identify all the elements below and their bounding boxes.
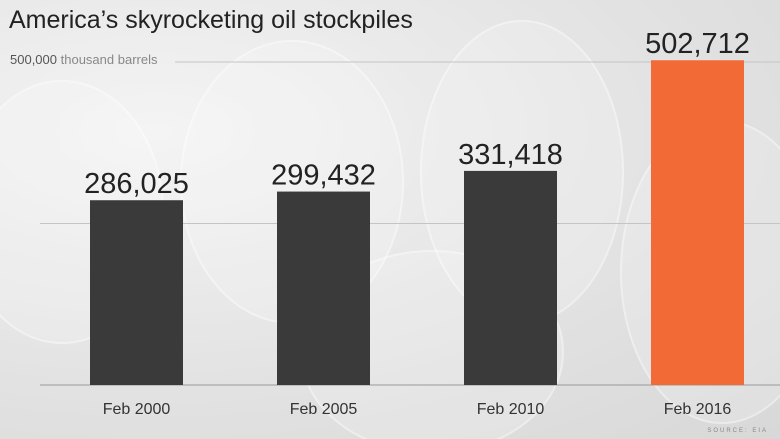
x-tick-label: Feb 2000	[103, 401, 171, 418]
y-axis-unit-label: 500,000 thousand barrels	[10, 52, 157, 67]
bar-value-label: 299,432	[271, 160, 376, 192]
source-note: SOURCE: EIA	[707, 428, 768, 434]
x-tick-label: Feb 2016	[664, 401, 732, 418]
unit-text: thousand barrels	[60, 52, 158, 67]
chart-title: America’s skyrocketing oil stockpiles	[9, 6, 413, 34]
x-tick-label: Feb 2005	[290, 401, 358, 418]
bar-value-label: 286,025	[84, 168, 189, 200]
bar	[651, 60, 744, 385]
bar-value-label: 331,418	[458, 139, 563, 171]
gridline-value-label: 500,000	[10, 52, 57, 67]
bar	[90, 200, 183, 385]
bar-value-label: 502,712	[645, 28, 750, 60]
bar	[464, 170, 557, 385]
bar	[277, 191, 370, 385]
x-tick-label: Feb 2010	[477, 401, 545, 418]
